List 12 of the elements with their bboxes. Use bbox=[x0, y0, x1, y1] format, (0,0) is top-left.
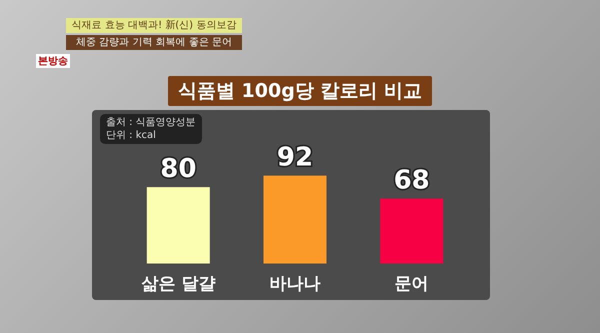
data-label: 92 bbox=[276, 142, 314, 172]
text: 단위 : kcal bbox=[106, 130, 156, 141]
chart-title: 식품별 100g당 칼로리 비교 bbox=[168, 76, 432, 106]
text: 체중 감량과 기력 회복에 좋은 문어 bbox=[66, 35, 242, 50]
text: 본방송 bbox=[36, 54, 70, 68]
x-tick-label: 삶은 달걀 bbox=[141, 274, 216, 294]
source-note: 출처 : 식품영양성분 bbox=[106, 117, 196, 128]
data-label: 68 bbox=[394, 165, 430, 196]
data-label: 80 bbox=[160, 154, 196, 184]
x-tick-label: 바나나 bbox=[270, 274, 320, 294]
text: 식재료 효능 대백과! 新(신) 동의보감 bbox=[66, 18, 242, 33]
x-tick-label: 문어 bbox=[394, 274, 429, 294]
